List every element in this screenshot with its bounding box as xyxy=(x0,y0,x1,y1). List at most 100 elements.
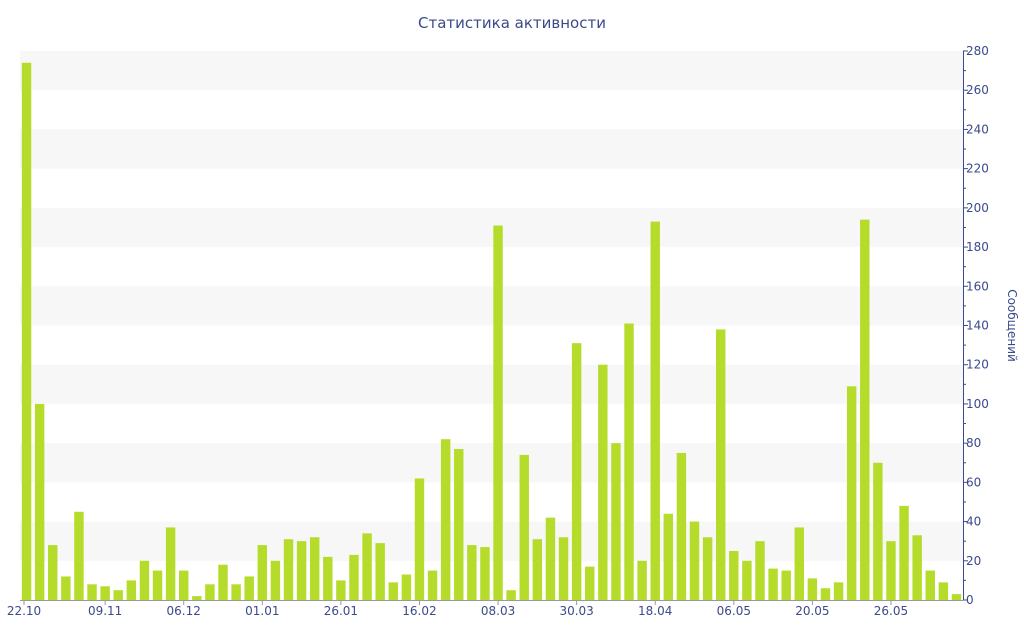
bar xyxy=(689,521,700,600)
x-axis: 22.10 09.11 06.12 01.01 26.01 16.02 08.03 30.03… xyxy=(7,600,963,618)
bar xyxy=(231,584,241,600)
y-tick-label: 0 xyxy=(966,593,974,607)
bar xyxy=(87,584,97,600)
x-tick-label: 16.02 xyxy=(402,604,436,618)
bar xyxy=(899,505,909,600)
y-tick-label: 80 xyxy=(966,436,981,450)
bar xyxy=(218,564,228,600)
grid-band xyxy=(20,443,963,483)
bar xyxy=(34,403,45,600)
bar xyxy=(48,545,58,600)
x-tick-label: 20.05 xyxy=(795,604,829,618)
bar xyxy=(388,582,398,600)
bar xyxy=(545,517,556,600)
bar xyxy=(192,596,202,600)
bar xyxy=(925,570,935,600)
chart-title: Статистика активности xyxy=(418,14,606,32)
bar xyxy=(401,574,412,600)
bar xyxy=(179,570,189,600)
bar xyxy=(454,449,464,600)
bar xyxy=(296,541,307,600)
bar xyxy=(912,535,922,600)
bar xyxy=(637,560,647,600)
bar xyxy=(729,550,739,600)
bar xyxy=(270,560,281,600)
bars xyxy=(21,62,962,601)
y-tick-label: 120 xyxy=(966,358,989,372)
bar xyxy=(624,323,634,600)
bar xyxy=(21,62,32,601)
y-tick-label: 40 xyxy=(966,515,981,529)
bar xyxy=(663,513,674,600)
background-bands xyxy=(20,51,963,561)
bar xyxy=(846,386,857,600)
bar xyxy=(165,527,176,600)
bar xyxy=(414,478,425,600)
bar xyxy=(205,584,215,600)
x-tick-label: 08.03 xyxy=(481,604,515,618)
y-tick-label: 240 xyxy=(966,122,989,136)
bar xyxy=(506,590,516,600)
bar xyxy=(768,568,778,600)
bar xyxy=(519,454,529,600)
x-tick-label: 26.01 xyxy=(324,604,358,618)
y-tick-label: 200 xyxy=(966,201,989,215)
bar xyxy=(74,511,84,600)
bar xyxy=(702,537,713,600)
bar xyxy=(886,541,896,600)
bar xyxy=(349,554,359,600)
bar xyxy=(100,586,110,600)
bar xyxy=(61,576,71,600)
x-tick-label: 09.11 xyxy=(88,604,122,618)
bar xyxy=(938,582,949,600)
bar xyxy=(650,221,660,600)
bar xyxy=(781,570,791,600)
bar xyxy=(336,580,346,600)
y-tick-label: 260 xyxy=(966,83,989,97)
y-axis: 0 20 40 60 80 100 120 140 160 180 200 220 240 260 280 С… xyxy=(963,44,1019,607)
grid-band xyxy=(20,364,963,404)
x-tick-label: 06.05 xyxy=(717,604,751,618)
bar xyxy=(244,576,254,600)
y-tick-label: 280 xyxy=(966,44,989,58)
x-tick-label: 22.10 xyxy=(7,604,41,618)
y-tick-label: 20 xyxy=(966,554,981,568)
bar xyxy=(585,566,595,600)
bar xyxy=(362,533,372,600)
bar xyxy=(951,594,962,600)
y-axis-title: Сообщений xyxy=(1005,289,1019,362)
bar xyxy=(598,364,608,600)
grid-band xyxy=(20,129,963,169)
bar xyxy=(323,556,333,600)
bar xyxy=(676,452,687,600)
bar xyxy=(113,590,123,600)
y-tick-label: 180 xyxy=(966,240,989,254)
bar xyxy=(611,443,621,600)
y-tick-label: 60 xyxy=(966,475,981,489)
x-tick-label: 26.05 xyxy=(874,604,908,618)
grid-band xyxy=(20,521,963,561)
grid-band xyxy=(20,51,963,91)
bar xyxy=(283,539,294,600)
bar xyxy=(571,343,582,600)
y-tick-label: 160 xyxy=(966,279,989,293)
bar xyxy=(309,537,320,600)
bar xyxy=(860,219,870,600)
bar xyxy=(427,570,438,600)
y-tick-label: 140 xyxy=(966,319,989,333)
x-tick-label: 30.03 xyxy=(559,604,593,618)
grid-band xyxy=(20,286,963,326)
bar xyxy=(558,537,569,600)
bar xyxy=(873,462,883,600)
bar xyxy=(440,439,451,600)
bar xyxy=(467,545,477,600)
x-tick-label: 18.04 xyxy=(638,604,672,618)
bar xyxy=(820,588,831,600)
bar xyxy=(375,543,385,600)
bar xyxy=(126,580,137,600)
bar xyxy=(742,560,752,600)
bar xyxy=(480,547,490,600)
x-tick-label: 06.12 xyxy=(167,604,201,618)
y-tick-label: 220 xyxy=(966,162,989,176)
